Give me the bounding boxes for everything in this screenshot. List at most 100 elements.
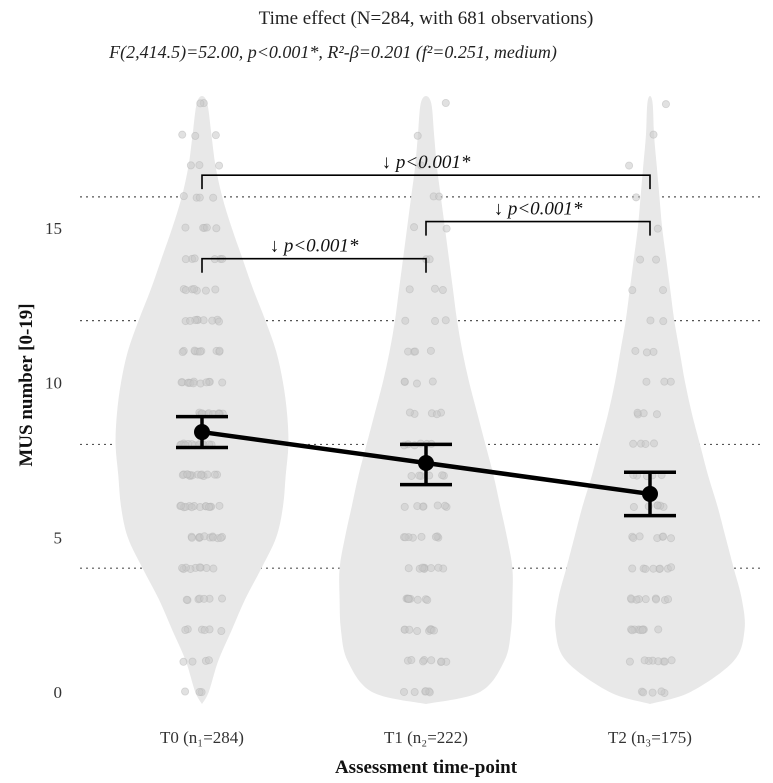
data-point bbox=[413, 131, 422, 140]
data-point bbox=[178, 564, 187, 573]
data-point bbox=[177, 501, 186, 510]
data-point bbox=[401, 316, 410, 325]
chart-subtitle: F(2,414.5)=52.00, p<0.001*, R²-β=0.201 (… bbox=[108, 42, 557, 63]
data-point bbox=[181, 687, 190, 696]
data-point bbox=[418, 563, 427, 572]
violin-2 bbox=[555, 96, 745, 704]
data-point bbox=[434, 563, 443, 572]
y-axis-ticks: 0 5 10 15 bbox=[45, 219, 62, 702]
data-point bbox=[654, 657, 663, 666]
data-point bbox=[410, 223, 419, 232]
data-point bbox=[400, 687, 409, 696]
data-point bbox=[410, 688, 419, 697]
data-point bbox=[212, 224, 221, 233]
data-point bbox=[400, 377, 409, 386]
data-point bbox=[664, 595, 673, 604]
data-point bbox=[202, 223, 211, 232]
data-point bbox=[659, 286, 668, 295]
data-point bbox=[438, 286, 447, 295]
data-point bbox=[210, 470, 219, 479]
data-point bbox=[413, 502, 422, 511]
data-point bbox=[429, 626, 438, 635]
data-point bbox=[401, 533, 410, 542]
data-point bbox=[652, 255, 661, 264]
data-point bbox=[181, 255, 190, 264]
data-point bbox=[648, 688, 657, 697]
data-point bbox=[649, 564, 658, 573]
x-tick-label: T2 (n₃=175) bbox=[608, 728, 692, 747]
data-point bbox=[188, 657, 197, 666]
data-point bbox=[417, 532, 426, 541]
x-axis-title: Assessment time-point bbox=[335, 757, 518, 778]
data-point bbox=[433, 501, 442, 510]
data-point bbox=[181, 625, 190, 634]
data-point bbox=[432, 410, 441, 419]
data-point bbox=[411, 347, 420, 356]
data-point bbox=[178, 348, 187, 357]
chart-title: Time effect (N=284, with 681 observation… bbox=[259, 8, 594, 29]
data-point bbox=[654, 625, 663, 634]
data-point bbox=[642, 348, 651, 357]
data-point bbox=[200, 594, 209, 603]
data-point bbox=[182, 595, 191, 604]
data-point bbox=[629, 533, 638, 542]
data-point bbox=[628, 626, 637, 635]
data-point bbox=[428, 377, 437, 386]
data-point bbox=[209, 564, 218, 573]
mean-point bbox=[418, 454, 434, 471]
data-point bbox=[427, 564, 436, 573]
data-point bbox=[178, 130, 187, 139]
data-point bbox=[191, 131, 200, 140]
data-point bbox=[640, 656, 649, 665]
data-point bbox=[195, 688, 204, 697]
data-point bbox=[660, 657, 669, 666]
data-point bbox=[628, 564, 637, 573]
data-point bbox=[216, 533, 225, 542]
data-point bbox=[442, 224, 451, 233]
data-point bbox=[215, 346, 224, 355]
data-point bbox=[639, 688, 648, 697]
data-point bbox=[423, 596, 432, 605]
data-point bbox=[218, 378, 227, 387]
x-axis-ticks: T0 (n₁=284) T1 (n₂=222) T2 (n₃=175) bbox=[160, 728, 692, 747]
y-tick-label: 5 bbox=[54, 528, 63, 547]
data-point bbox=[189, 379, 198, 388]
data-point bbox=[633, 408, 642, 417]
x-tick-label: T0 (n₁=284) bbox=[160, 728, 244, 747]
data-point bbox=[649, 347, 658, 356]
data-point bbox=[641, 595, 650, 604]
data-point bbox=[632, 193, 641, 202]
data-point bbox=[430, 284, 439, 293]
data-point bbox=[407, 656, 416, 665]
data-point bbox=[431, 532, 440, 541]
mean-point bbox=[642, 485, 658, 502]
data-point bbox=[205, 503, 214, 512]
data-point bbox=[413, 595, 422, 604]
x-tick-label: T1 (n₂=222) bbox=[384, 728, 468, 747]
means-and-errorbars bbox=[176, 414, 676, 518]
data-point bbox=[625, 657, 634, 666]
mean-point bbox=[194, 424, 210, 441]
data-point bbox=[667, 563, 676, 572]
data-point bbox=[441, 99, 450, 108]
data-point bbox=[657, 687, 666, 696]
data-point bbox=[177, 378, 186, 387]
data-point bbox=[183, 470, 192, 479]
data-point bbox=[641, 439, 650, 448]
bracket-label: ↓ p<0.001* bbox=[270, 236, 359, 257]
data-point bbox=[438, 471, 447, 480]
data-point bbox=[217, 627, 226, 636]
data-point bbox=[405, 408, 414, 417]
data-point bbox=[631, 346, 640, 355]
data-point bbox=[215, 161, 224, 170]
data-point bbox=[404, 564, 413, 573]
data-point bbox=[211, 131, 220, 140]
y-tick-label: 15 bbox=[45, 219, 62, 238]
data-point bbox=[405, 625, 414, 634]
data-point bbox=[218, 594, 227, 603]
data-point bbox=[660, 377, 669, 386]
data-point bbox=[204, 656, 213, 665]
data-point bbox=[435, 192, 444, 201]
data-point bbox=[186, 161, 195, 170]
